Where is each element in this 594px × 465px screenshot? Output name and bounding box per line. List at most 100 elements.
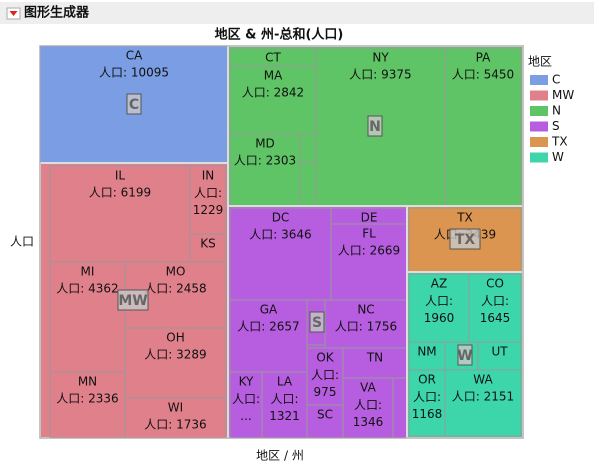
header-title: 图形生成器 — [24, 5, 90, 21]
legend-swatch — [530, 106, 548, 116]
value-label: 人口: 10095 — [99, 66, 169, 80]
tile-label: DC — [272, 211, 290, 225]
tile-label: AZ — [431, 277, 447, 291]
tile-label: WI — [168, 401, 183, 415]
value-label-line: 975 — [314, 385, 337, 399]
tile-label: IL — [115, 169, 126, 183]
tile — [229, 207, 332, 301]
tile-label: DE — [361, 211, 378, 225]
value-label-line: 1645 — [480, 311, 511, 325]
legend-swatch — [530, 152, 548, 163]
tile — [124, 327, 227, 399]
tile — [444, 369, 522, 437]
region-tag-box — [309, 311, 325, 333]
tile — [49, 165, 191, 263]
tile — [342, 347, 408, 379]
tile-label: KS — [200, 237, 216, 251]
tile — [342, 377, 394, 439]
legend-label: W — [552, 150, 564, 164]
value-label-line: 人口: — [481, 294, 509, 308]
value-label-line: 1168 — [412, 407, 443, 421]
value-label-line: 1321 — [269, 409, 300, 423]
tile-label: TX — [456, 211, 473, 225]
value-label-line: 人口: — [311, 368, 339, 382]
tile-label: UT — [491, 345, 508, 359]
tile — [324, 299, 408, 349]
legend-label: C — [552, 73, 560, 87]
region-tag-box — [367, 115, 383, 137]
tile — [229, 133, 301, 207]
legend-title: 地区 — [528, 55, 552, 69]
legend-swatch — [530, 121, 548, 132]
tile-label: TN — [366, 351, 383, 365]
tile-label: NC — [357, 303, 374, 317]
value-label-line: 人口: — [194, 186, 222, 200]
tile-label: MI — [81, 265, 95, 279]
legend-label: S — [552, 119, 560, 133]
tile-label: OH — [166, 331, 184, 345]
region-tag-box — [126, 93, 142, 115]
tile — [299, 133, 317, 163]
region-tag-box — [449, 228, 481, 250]
y-axis-label: 人口 — [10, 235, 34, 249]
value-label: 人口: 1229 — [193, 186, 224, 217]
tile-label: NM — [417, 345, 436, 359]
value-label-line: 1960 — [424, 311, 455, 325]
tile — [124, 397, 227, 439]
region-tag-box — [117, 289, 149, 311]
tile — [408, 273, 470, 343]
tile — [229, 299, 308, 373]
region-tag: N — [369, 119, 381, 135]
legend-label: MW — [552, 88, 574, 102]
value-label-line: 人口: — [354, 398, 382, 412]
tile-label: MA — [264, 69, 283, 83]
tile-label: MD — [255, 137, 275, 151]
value-label: 人口: 1645 — [480, 294, 511, 325]
value-label: 人口: 2669 — [338, 244, 400, 258]
tile — [330, 223, 408, 301]
tile-label: OK — [316, 351, 334, 365]
region-tag: W — [457, 348, 472, 364]
value-label-line: 1229 — [193, 203, 224, 217]
tile — [444, 47, 522, 207]
value-label: 人口: 2151 — [452, 390, 514, 404]
tile-label: KY — [239, 375, 254, 389]
tile-label: WA — [473, 373, 493, 387]
tile — [229, 65, 317, 135]
tile-label: CT — [265, 51, 281, 65]
tile-label: NY — [372, 51, 389, 65]
value-label: 人口: 6199 — [89, 186, 151, 200]
value-label: 人口: 2458 — [144, 282, 206, 296]
tile-label: GA — [260, 303, 278, 317]
value-label: 人口: 4362 — [56, 282, 118, 296]
region-tag: MW — [118, 293, 147, 309]
tile-label: CA — [126, 49, 143, 63]
tile — [477, 341, 522, 371]
legend-swatch — [530, 75, 548, 85]
header-bar — [0, 2, 594, 24]
tile-label: MN — [78, 375, 97, 389]
value-label-line: 人口: — [425, 294, 453, 308]
chart-title: 地区 & 州-总和(人口) — [215, 27, 344, 43]
value-label: 人口: 2842 — [242, 86, 304, 100]
value-label-line: 1346 — [353, 415, 384, 429]
tile-label: IN — [202, 169, 215, 183]
tile-label: SC — [317, 408, 333, 422]
region-tag: TX — [455, 232, 476, 248]
value-label: 人口: 1168 — [412, 390, 443, 421]
tile — [299, 161, 317, 207]
value-label: 人口: 2657 — [237, 320, 299, 334]
tile-label: OR — [418, 373, 436, 387]
value-label: 人口: 2303 — [234, 154, 296, 168]
tile-label: MO — [166, 265, 186, 279]
value-label: 人口: 3289 — [144, 348, 206, 362]
tile-label: FL — [362, 227, 376, 241]
value-label: 人口: 975 — [311, 368, 339, 399]
value-label: 人口: 5450 — [452, 68, 514, 82]
menu-icon — [9, 11, 18, 16]
legend-swatch — [530, 137, 548, 147]
tile — [49, 261, 126, 373]
value-label: 人口: 1736 — [144, 418, 206, 432]
region-tag-box — [457, 344, 473, 366]
